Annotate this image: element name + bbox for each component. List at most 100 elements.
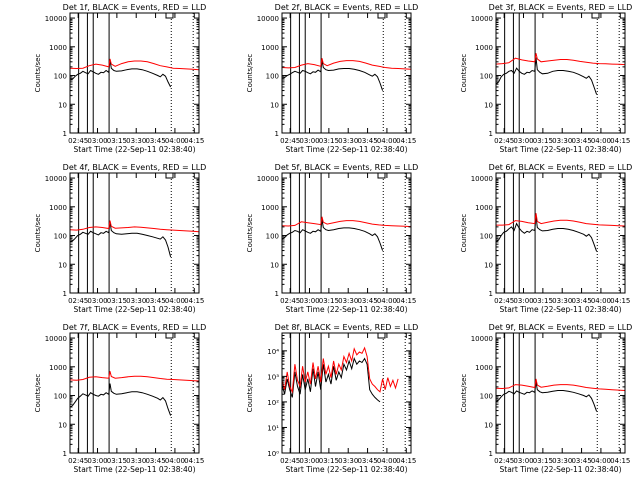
lld-series-line: [69, 58, 200, 71]
x-tick-label: 03:30: [338, 297, 358, 305]
y-tick-label: 10¹: [267, 424, 279, 432]
y-tick-label: 10000: [45, 15, 67, 23]
y-tick-label: 1: [63, 290, 67, 298]
x-tick-label: 02:45: [68, 137, 88, 145]
x-axis-title: Start Time (22-Sep-11 02:38:40): [286, 305, 408, 314]
y-tick-label: 1: [63, 130, 67, 138]
panel-det-6: Det 6f, BLACK = Events, RED = LLD 1 10 100 1…: [460, 163, 632, 314]
panel-title: Det 1f, BLACK = Events, RED = LLD: [63, 3, 207, 12]
y-tick-label: 1: [275, 290, 279, 298]
y-tick-label: 1000: [475, 44, 493, 52]
y-axis-title: Counts/sec: [460, 214, 468, 253]
y-tick-label: 10000: [45, 335, 67, 343]
x-tick-label: 03:15: [533, 137, 553, 145]
y-tick-label: 10000: [257, 175, 279, 183]
events-series-line: [495, 215, 598, 252]
corner-marker: [591, 12, 600, 19]
x-tick-label: 04:00: [165, 457, 185, 465]
x-tick-label: 02:45: [494, 297, 514, 305]
x-tick-label: 04:15: [184, 137, 204, 145]
y-tick-label: 1000: [49, 44, 67, 52]
x-tick-label: 04:00: [591, 457, 611, 465]
plot-frame: [281, 332, 412, 454]
x-tick-label: 02:45: [280, 457, 300, 465]
y-tick-label: 1000: [475, 364, 493, 372]
corner-marker: [377, 332, 386, 339]
lld-series-line: [281, 58, 412, 70]
x-tick-label: 03:30: [552, 297, 572, 305]
y-tick-label: 100: [480, 73, 493, 81]
x-tick-label: 03:00: [513, 297, 533, 305]
x-axis-title: Start Time (22-Sep-11 02:38:40): [500, 305, 622, 314]
y-tick-label: 1: [489, 450, 493, 458]
x-tick-label: 04:00: [377, 137, 397, 145]
corner-marker: [165, 12, 174, 19]
y-axis-title: Counts/sec: [246, 214, 254, 253]
x-tick-label: 02:45: [68, 297, 88, 305]
plot-frame: [495, 12, 626, 134]
x-tick-label: 03:30: [126, 137, 146, 145]
y-axis-title: Counts/sec: [34, 374, 42, 413]
x-tick-label: 04:00: [377, 297, 397, 305]
panel-title: Det 8f, BLACK = Events, RED = LLD: [275, 323, 419, 332]
y-axis-title: Counts/sec: [246, 374, 254, 413]
events-series-line: [69, 221, 172, 258]
x-tick-label: 03:45: [571, 137, 591, 145]
corner-marker: [377, 172, 386, 179]
x-tick-label: 03:15: [319, 457, 339, 465]
events-series-line: [281, 60, 384, 91]
x-tick-label: 03:00: [299, 297, 319, 305]
x-tick-label: 03:15: [107, 137, 127, 145]
x-tick-label: 04:00: [591, 137, 611, 145]
x-tick-label: 03:00: [513, 137, 533, 145]
plot-frame: [495, 332, 626, 454]
x-tick-label: 04:00: [591, 297, 611, 305]
y-tick-label: 1000: [49, 204, 67, 212]
x-tick-label: 04:00: [165, 137, 185, 145]
y-tick-label: 10: [484, 261, 493, 269]
x-tick-label: 03:30: [338, 457, 358, 465]
y-tick-label: 100: [54, 73, 67, 81]
y-tick-label: 1000: [49, 364, 67, 372]
x-tick-label: 03:30: [552, 137, 572, 145]
x-tick-label: 03:45: [357, 457, 377, 465]
panel-title: Det 2f, BLACK = Events, RED = LLD: [275, 3, 419, 12]
x-tick-label: 03:45: [357, 297, 377, 305]
lld-series-line: [281, 216, 412, 228]
y-tick-label: 10000: [471, 335, 493, 343]
panel-title: Det 7f, BLACK = Events, RED = LLD: [63, 323, 207, 332]
panel-det-8: Det 8f, BLACK = Events, RED = LLD 10⁰ 10¹ 1…: [246, 323, 418, 474]
x-axis-title: Start Time (22-Sep-11 02:38:40): [286, 465, 408, 474]
x-tick-label: 03:30: [126, 297, 146, 305]
lld-series-line: [69, 220, 200, 233]
y-tick-label: 1: [489, 290, 493, 298]
plot-frame: [69, 332, 200, 454]
x-tick-label: 04:15: [610, 297, 630, 305]
corner-marker: [165, 172, 174, 179]
x-tick-label: 03:00: [87, 137, 107, 145]
plot-frame: [69, 172, 200, 294]
x-tick-label: 03:45: [145, 457, 165, 465]
x-tick-label: 03:15: [107, 297, 127, 305]
y-tick-label: 100: [54, 393, 67, 401]
lld-series-line: [496, 213, 626, 227]
panel-det-9: Det 9f, BLACK = Events, RED = LLD 1 10 100 1…: [460, 323, 632, 474]
y-tick-label: 10000: [257, 15, 279, 23]
x-tick-label: 04:15: [184, 457, 204, 465]
y-tick-label: 100: [266, 233, 279, 241]
panel-det-2: Det 2f, BLACK = Events, RED = LLD 1 10 100 1…: [246, 3, 418, 154]
x-axis-title: Start Time (22-Sep-11 02:38:40): [74, 465, 196, 474]
x-tick-label: 03:15: [533, 297, 553, 305]
corner-marker: [377, 12, 386, 19]
x-axis-title: Start Time (22-Sep-11 02:38:40): [286, 145, 408, 154]
y-tick-label: 10: [58, 421, 67, 429]
y-tick-label: 10²: [267, 399, 279, 407]
x-tick-label: 04:15: [396, 457, 416, 465]
x-tick-label: 03:00: [87, 297, 107, 305]
panel-title: Det 5f, BLACK = Events, RED = LLD: [275, 163, 419, 172]
y-tick-label: 10000: [471, 15, 493, 23]
x-tick-label: 03:45: [145, 137, 165, 145]
y-tick-label: 100: [266, 73, 279, 81]
x-tick-label: 03:15: [533, 457, 553, 465]
